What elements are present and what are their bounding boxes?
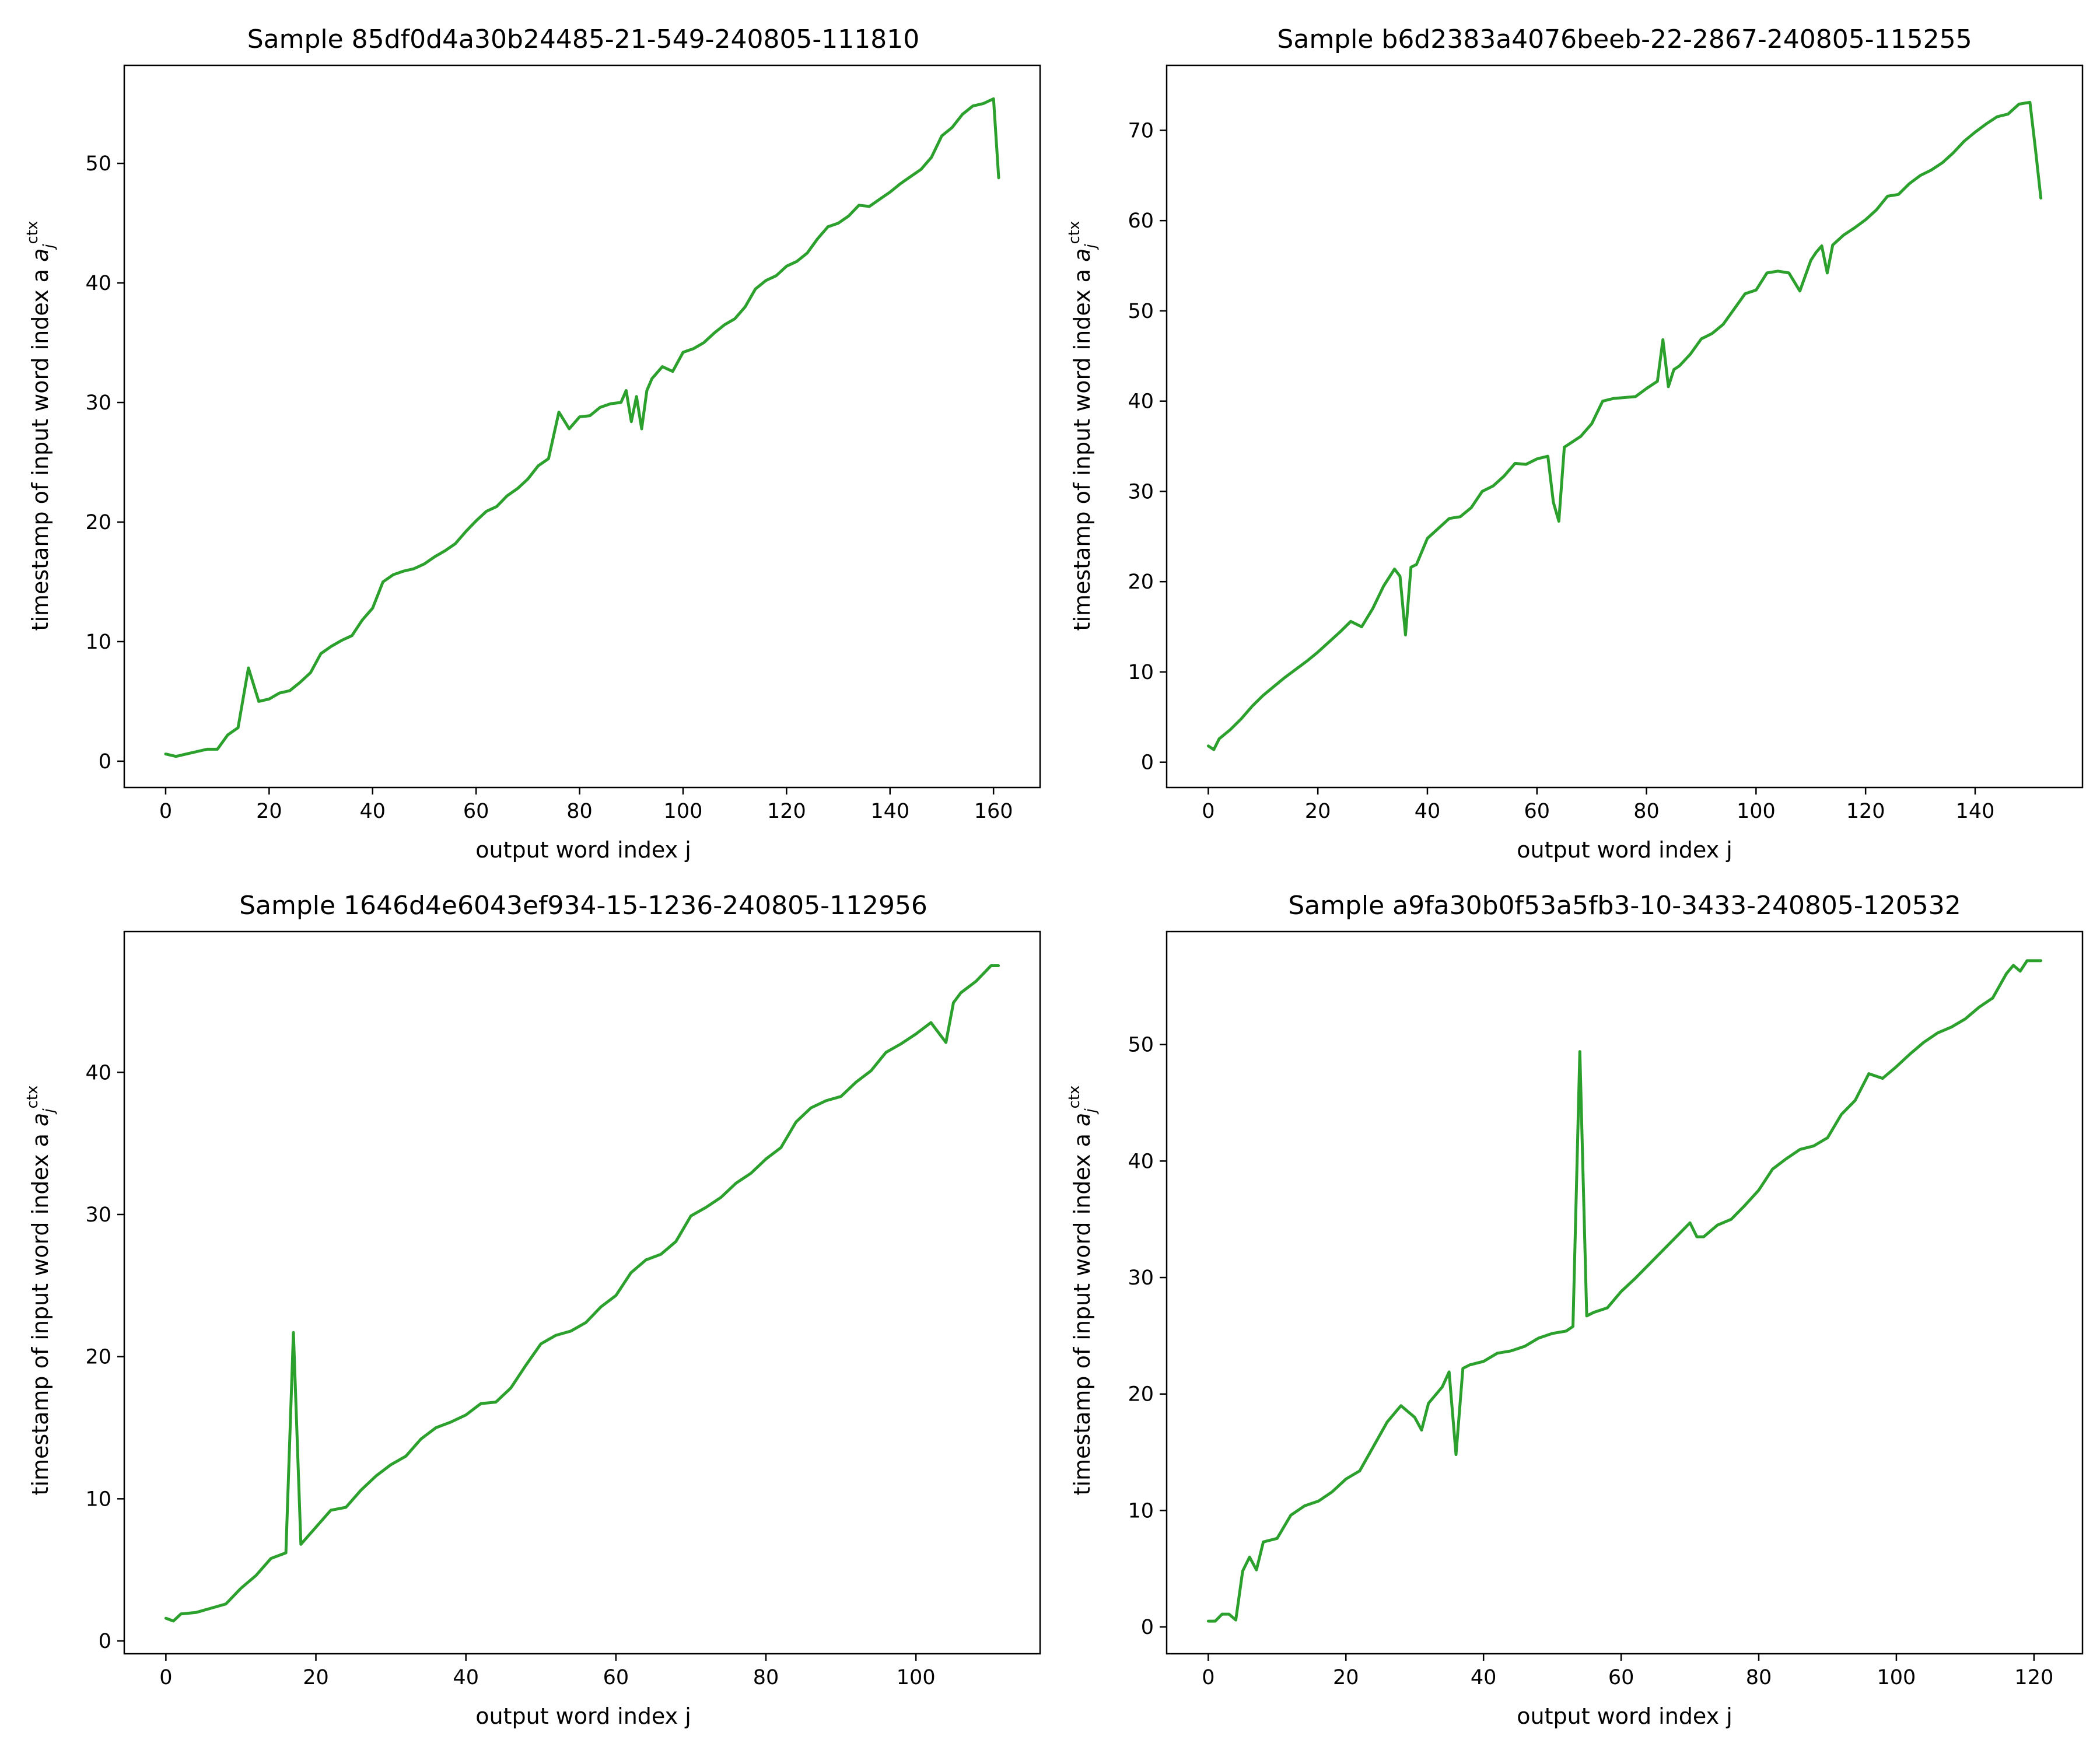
subplot-2: Sample b6d2383a4076beeb-22-2867-240805-1… (1066, 24, 2084, 863)
y-axis-label-symbol: a (1069, 249, 1095, 269)
x-tick-label: 80 (753, 1666, 779, 1689)
series-line (164, 97, 1000, 758)
y-tick-label: 20 (1128, 570, 1154, 594)
y-axis-label: timestamp of input word index a ajctx (1066, 1086, 1100, 1496)
axes-frame (1166, 930, 2084, 1655)
x-tick-label: 100 (897, 1666, 936, 1689)
y-axis-label-subscript: j (40, 244, 58, 250)
y-tick-label: 30 (85, 391, 111, 415)
y-tick-label: 10 (85, 1488, 111, 1511)
x-tick-label: 40 (1415, 800, 1441, 823)
x-tick-label: 140 (1956, 800, 1995, 823)
y-tick-label: 20 (85, 1346, 111, 1369)
x-axis-label: output word index j (1517, 1703, 1732, 1729)
x-tick-label: 40 (1471, 1666, 1497, 1689)
x-tick-label: 80 (1633, 800, 1660, 823)
y-axis-label-superscript: ctx (1066, 221, 1083, 244)
x-tick-label: 80 (1746, 1666, 1772, 1689)
plot-area: 0 20 40 60 80 100 120 140 160 0 10 20 30 40 50 (85, 64, 1041, 823)
x-tick-label: 120 (767, 800, 806, 823)
y-tick-label: 0 (99, 750, 111, 774)
y-tick-label: 20 (85, 511, 111, 534)
x-tick-label: 120 (2014, 1666, 2053, 1689)
y-tick-label: 30 (1128, 480, 1154, 503)
y-tick-label: 20 (1128, 1383, 1154, 1406)
y-tick-label: 0 (1141, 1616, 1154, 1639)
subplot-1: Sample 85df0d4a30b24485-21-549-240805-11… (24, 24, 1041, 863)
y-tick-label: 50 (1128, 1034, 1154, 1057)
y-tick-label: 50 (85, 152, 111, 176)
y-tick-label: 30 (1128, 1266, 1154, 1290)
x-tick-label: 20 (256, 800, 282, 823)
y-tick-label: 40 (85, 1061, 111, 1084)
y-axis-label: timestamp of input word index a ajctx (24, 1086, 58, 1496)
x-axis-label: output word index j (475, 1703, 691, 1729)
y-tick-label: 70 (1128, 119, 1154, 142)
y-axis-label-subscript: j (1082, 1108, 1100, 1115)
y-tick-label: 30 (85, 1203, 111, 1227)
x-tick-label: 20 (1333, 1666, 1359, 1689)
chart-title: Sample 85df0d4a30b24485-21-549-240805-11… (247, 24, 920, 54)
y-axis-label-superscript: ctx (24, 1086, 41, 1109)
subplot-3: Sample 1646d4e6043ef934-15-1236-240805-1… (24, 891, 1041, 1729)
axes-frame (123, 930, 1041, 1655)
plot-area: 0 20 40 60 80 100 120 140 0 10 20 30 40 50 60 70 (1128, 64, 2084, 823)
x-tick-label: 60 (463, 800, 489, 823)
x-tick-label: 0 (1202, 1666, 1214, 1689)
x-tick-label: 60 (603, 1666, 629, 1689)
x-tick-label: 60 (1524, 800, 1550, 823)
axes-frame (123, 64, 1041, 789)
y-tick-label: 10 (1128, 661, 1154, 684)
x-tick-label: 160 (974, 800, 1013, 823)
y-tick-label: 10 (1128, 1499, 1154, 1522)
y-axis-label: timestamp of input word index a ajctx (24, 221, 58, 631)
plot-area: 0 20 40 60 80 100 0 10 20 30 40 (85, 930, 1041, 1689)
x-tick-label: 100 (1877, 1666, 1916, 1689)
y-tick-label: 0 (99, 1630, 111, 1653)
axes-frame (1166, 64, 2084, 789)
y-tick-label: 40 (1128, 390, 1154, 414)
x-tick-label: 120 (1846, 800, 1885, 823)
y-axis-label-symbol: a (1069, 1113, 1095, 1133)
y-axis-label-subscript: j (1082, 244, 1100, 250)
x-tick-label: 40 (359, 800, 386, 823)
chart-title: Sample 1646d4e6043ef934-15-1236-240805-1… (239, 891, 928, 921)
y-axis-label: timestamp of input word index a ajctx (1066, 221, 1100, 631)
x-axis-label: output word index j (1517, 837, 1732, 863)
x-tick-label: 0 (1202, 800, 1214, 823)
x-tick-label: 20 (1305, 800, 1331, 823)
y-tick-label: 10 (85, 631, 111, 654)
y-axis-label-symbol: a (27, 1113, 53, 1133)
chart-title: Sample a9fa30b0f53a5fb3-10-3433-240805-1… (1288, 891, 1961, 921)
x-tick-label: 0 (159, 800, 172, 823)
series-line (1206, 959, 2043, 1623)
y-tick-label: 40 (85, 272, 111, 295)
subplot-4: Sample a9fa30b0f53a5fb3-10-3433-240805-1… (1066, 891, 2084, 1729)
x-tick-label: 0 (159, 1666, 172, 1689)
x-axis-label: output word index j (475, 837, 691, 863)
x-tick-label: 20 (303, 1666, 329, 1689)
y-axis-label-symbol: a (27, 249, 53, 269)
y-tick-label: 0 (1141, 751, 1154, 775)
x-tick-label: 40 (453, 1666, 479, 1689)
y-axis-label-superscript: ctx (1066, 1086, 1083, 1109)
series-line (164, 964, 1000, 1623)
y-tick-label: 40 (1128, 1150, 1154, 1173)
y-tick-label: 50 (1128, 300, 1154, 323)
plot-area: 0 20 40 60 80 100 120 0 10 20 30 40 50 (1128, 930, 2084, 1689)
y-axis-label-subscript: j (40, 1108, 58, 1115)
series-line (1206, 100, 2043, 751)
chart-title: Sample b6d2383a4076beeb-22-2867-240805-1… (1277, 24, 1972, 54)
x-tick-label: 100 (1737, 800, 1776, 823)
y-tick-label: 60 (1128, 209, 1154, 233)
x-tick-label: 60 (1608, 1666, 1634, 1689)
x-tick-label: 100 (664, 800, 703, 823)
x-tick-label: 140 (870, 800, 909, 823)
x-tick-label: 80 (566, 800, 593, 823)
y-axis-label-superscript: ctx (24, 221, 41, 244)
